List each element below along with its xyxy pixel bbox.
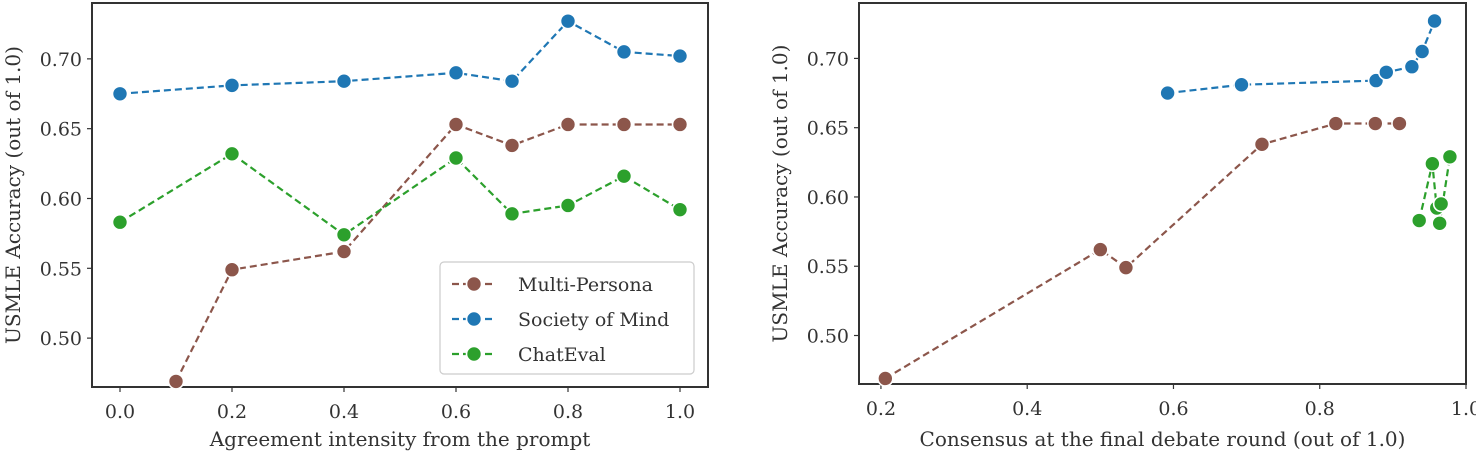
data-point-chateval bbox=[671, 201, 689, 218]
right-chart-final-round-consensus: 0.2 0.4 0.6 0.8 1.0 0.50 0.55 0.60 0.65 0.70 Conse… bbox=[768, 2, 1476, 451]
y-tick-label: 0.60 bbox=[807, 187, 849, 209]
data-point-chateval bbox=[1441, 148, 1459, 166]
y-tick-label: 0.50 bbox=[807, 326, 849, 348]
x-tick-label: 0.8 bbox=[1305, 398, 1335, 420]
data-point-multi-persona bbox=[1327, 115, 1345, 132]
data-point-multi-persona bbox=[615, 116, 633, 133]
series-line-multi-persona bbox=[175, 123, 680, 382]
plot-frame bbox=[91, 2, 709, 388]
y-tick-label: 0.50 bbox=[40, 328, 82, 350]
data-point-society-of-mind bbox=[111, 85, 129, 103]
legend-label-multi-persona: Multi-Persona bbox=[518, 274, 653, 296]
data-point-multi-persona bbox=[335, 243, 353, 260]
data-point-chateval bbox=[111, 213, 129, 231]
x-tick-label: 0.6 bbox=[1158, 398, 1188, 420]
x-tick-label: 0.2 bbox=[866, 398, 896, 420]
data-point-society-of-mind bbox=[1377, 63, 1395, 81]
data-point-multi-persona bbox=[1367, 115, 1384, 132]
data-point-multi-persona bbox=[877, 370, 894, 387]
y-tick-label: 0.55 bbox=[807, 256, 849, 278]
y-tick-label: 0.70 bbox=[807, 48, 849, 70]
left-chart-agreement-intensity: 0.0 0.2 0.4 0.6 0.8 1.0 0.50 0.55 0.60 0.65 0.70 Ag… bbox=[1, 2, 709, 451]
legend-label-society-of-mind: Society of Mind bbox=[518, 309, 669, 331]
data-point-multi-persona bbox=[223, 261, 241, 279]
data-point-society-of-mind bbox=[671, 47, 689, 65]
data-point-society-of-mind bbox=[615, 43, 633, 61]
data-point-chateval bbox=[615, 167, 633, 185]
legend-label-chateval: ChatEval bbox=[518, 344, 606, 366]
data-point-chateval bbox=[335, 226, 353, 244]
x-tick-label: 0.2 bbox=[217, 401, 247, 423]
data-point-multi-persona bbox=[1092, 241, 1109, 258]
y-axis-label: USMLE Accuracy (out of 1.0) bbox=[768, 45, 792, 343]
x-tick-label: 1.0 bbox=[665, 401, 695, 423]
x-tick-label: 0.4 bbox=[329, 401, 359, 423]
data-point-multi-persona bbox=[503, 137, 521, 154]
y-tick-label: 0.60 bbox=[40, 188, 82, 210]
x-tick-label: 0.0 bbox=[105, 401, 135, 423]
x-axis-label: Agreement intensity from the prompt bbox=[209, 427, 591, 451]
data-point-multi-persona bbox=[1117, 259, 1135, 276]
legend-box bbox=[439, 261, 695, 375]
y-axis-label: USMLE Accuracy (out of 1.0) bbox=[1, 46, 25, 344]
x-tick-label: 1.0 bbox=[1451, 398, 1476, 420]
data-point-multi-persona bbox=[1391, 115, 1408, 132]
y-tick-label: 0.55 bbox=[40, 258, 82, 280]
plot-frame bbox=[858, 2, 1467, 385]
data-point-society-of-mind bbox=[1159, 84, 1176, 102]
y-tick-label: 0.65 bbox=[40, 119, 82, 141]
x-tick-label: 0.8 bbox=[553, 401, 583, 423]
series-line-chateval bbox=[119, 152, 681, 237]
data-point-chateval bbox=[1431, 214, 1448, 232]
data-point-multi-persona bbox=[447, 116, 465, 133]
data-point-chateval bbox=[223, 145, 241, 163]
x-tick-label: 0.4 bbox=[1012, 398, 1042, 420]
data-point-chateval bbox=[1424, 155, 1441, 173]
legend-marker-multi-persona bbox=[465, 275, 483, 293]
series-line-multi-persona bbox=[884, 122, 1400, 380]
data-point-multi-persona bbox=[1253, 136, 1271, 153]
y-tick-label: 0.70 bbox=[40, 49, 82, 71]
data-point-society-of-mind bbox=[503, 72, 521, 90]
y-tick-label: 0.65 bbox=[807, 118, 849, 140]
data-point-multi-persona bbox=[671, 116, 689, 133]
legend-marker-chateval bbox=[465, 345, 483, 363]
data-point-multi-persona bbox=[559, 116, 577, 133]
series-line-society-of-mind bbox=[1167, 20, 1436, 95]
data-point-society-of-mind bbox=[447, 64, 465, 82]
data-point-chateval bbox=[559, 197, 577, 214]
data-point-chateval bbox=[503, 205, 521, 223]
x-tick-label: 0.6 bbox=[441, 401, 471, 423]
data-point-multi-persona bbox=[167, 373, 185, 390]
data-point-society-of-mind bbox=[335, 72, 353, 90]
data-point-society-of-mind bbox=[1403, 58, 1421, 76]
data-point-chateval bbox=[447, 149, 465, 167]
series-line-society-of-mind bbox=[119, 19, 681, 95]
data-point-society-of-mind bbox=[223, 77, 241, 94]
data-point-society-of-mind bbox=[559, 12, 577, 30]
data-point-chateval bbox=[1432, 195, 1450, 213]
data-point-society-of-mind bbox=[1413, 43, 1431, 60]
x-axis-label: Consensus at the final debate round (out… bbox=[920, 427, 1406, 451]
data-point-society-of-mind bbox=[1426, 12, 1443, 30]
legend-marker-society-of-mind bbox=[465, 310, 483, 328]
data-point-society-of-mind bbox=[1233, 76, 1250, 94]
data-point-chateval bbox=[1410, 212, 1428, 229]
